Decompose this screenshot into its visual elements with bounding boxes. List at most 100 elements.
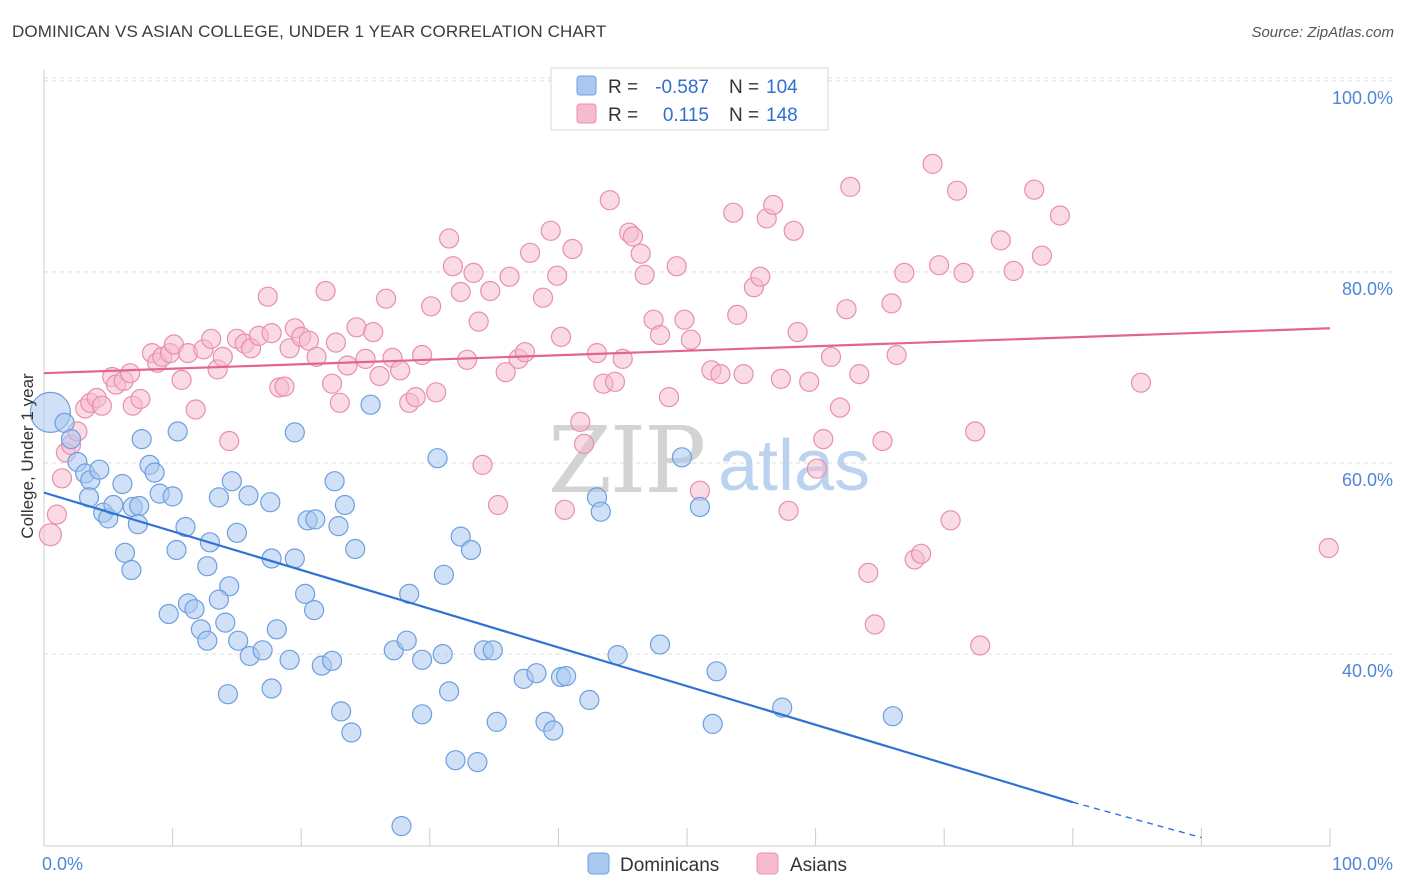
asian-point — [1049, 205, 1071, 226]
asian-point — [130, 388, 151, 410]
asian-point — [1130, 372, 1152, 393]
dominican-point — [460, 539, 482, 561]
dominican-point — [334, 494, 355, 516]
asian-point — [38, 523, 63, 547]
asian-point — [546, 265, 568, 286]
asian-point — [881, 293, 902, 314]
asian-point — [540, 220, 561, 241]
asian-point — [519, 242, 541, 263]
trendlines — [43, 327, 1331, 839]
asian-point — [770, 368, 792, 389]
asian-point — [849, 364, 870, 385]
asian-point — [562, 238, 583, 260]
asian-point — [940, 510, 961, 531]
dominican-point — [322, 650, 343, 671]
asian-point — [363, 322, 384, 343]
dominican-point — [706, 661, 727, 682]
dominican-point — [167, 421, 188, 442]
source-label: Source: ZipAtlas.com — [1251, 24, 1394, 41]
dominican-point — [391, 815, 412, 837]
asian-point — [910, 543, 932, 564]
asian-point — [733, 364, 754, 385]
asian-point — [858, 562, 879, 584]
asian-point — [649, 324, 671, 346]
dominican-point — [127, 514, 148, 535]
dominican-point — [432, 643, 453, 665]
asian-point — [51, 468, 73, 489]
asian-point — [450, 281, 471, 303]
asian-point — [46, 504, 68, 525]
dominican-point — [197, 556, 218, 577]
asian-point — [322, 373, 343, 394]
dominican-point — [543, 720, 564, 741]
asian-point — [369, 365, 390, 387]
asian-point — [274, 376, 295, 397]
dominican-point — [238, 485, 259, 506]
y-tick-labels: 100.0% 80.0% 60.0% 40.0% — [1332, 88, 1393, 681]
dominican-points — [29, 391, 903, 837]
x-tick-label-max: 100.0% — [1332, 854, 1393, 874]
dominican-point — [341, 722, 362, 743]
asian-point — [514, 342, 536, 363]
asian-point — [219, 430, 240, 452]
asian-point — [315, 280, 336, 302]
asian-point — [487, 494, 509, 516]
asian-points — [38, 153, 1339, 656]
asian-point — [306, 346, 327, 367]
bottom-legend: Dominicans Asians — [587, 852, 847, 876]
asian-point — [820, 346, 842, 367]
dominican-point — [144, 462, 165, 483]
asian-point — [783, 220, 804, 241]
bottom-legend-dominicans: Dominicans — [620, 855, 719, 876]
dominican-point — [305, 509, 326, 530]
legend-swatch-dominicans — [576, 75, 597, 96]
dominican-point — [555, 665, 577, 687]
asian-point — [723, 202, 744, 223]
asian-point — [710, 364, 731, 385]
asian-point — [727, 304, 748, 325]
asian-point — [680, 329, 702, 350]
asian-point — [405, 387, 426, 408]
asian-point — [872, 430, 893, 452]
dominican-point — [482, 640, 503, 661]
dominican-point — [412, 704, 433, 725]
asian-point — [376, 288, 397, 309]
asian-point — [570, 411, 591, 432]
asian-point — [1024, 179, 1045, 200]
asian-point — [532, 287, 554, 308]
dominican-point — [217, 684, 238, 705]
legend-frame — [550, 67, 829, 131]
asian-point — [953, 262, 974, 283]
dominican-point — [129, 495, 150, 517]
chart-title: DOMINICAN VS ASIAN COLLEGE, UNDER 1 YEAR… — [12, 22, 607, 41]
legend-r-value-asians: 0.115 — [663, 105, 709, 126]
asian-point — [1003, 260, 1024, 281]
bottom-legend-asians: Asians — [790, 855, 847, 876]
dominican-point — [252, 640, 273, 661]
asian-point — [463, 262, 484, 283]
legend-n-label-dominicans: N = — [729, 77, 759, 98]
legend-n-label-asians: N = — [729, 105, 759, 126]
dominican-point — [131, 429, 152, 450]
dominican-point — [162, 486, 183, 507]
asian-point — [750, 266, 771, 287]
dominican-point — [396, 630, 417, 651]
asian-point — [468, 311, 489, 332]
legend-r-label-asians: R = — [608, 105, 638, 126]
asian-point — [658, 387, 680, 408]
dominican-point — [590, 501, 611, 522]
asian-point — [970, 635, 991, 656]
asian-point — [426, 382, 447, 403]
dominican-point — [324, 471, 345, 492]
asian-point — [674, 309, 695, 330]
y-tick-label-60: 60.0% — [1342, 470, 1393, 490]
asian-point — [261, 323, 282, 344]
asian-point — [480, 280, 501, 302]
asian-point — [990, 230, 1011, 251]
asian-point — [840, 176, 861, 197]
y-tick-label-40: 40.0% — [1342, 661, 1393, 681]
dominican-point — [158, 603, 179, 625]
dominican-point — [439, 681, 460, 702]
asian-point — [472, 454, 493, 475]
dominican-point — [427, 448, 448, 469]
